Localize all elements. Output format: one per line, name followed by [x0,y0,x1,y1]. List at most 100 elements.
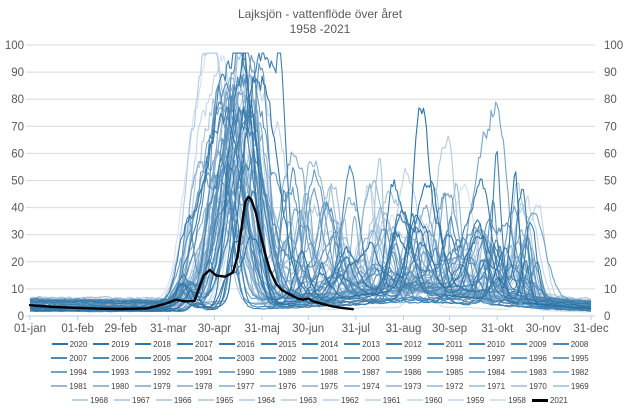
legend-swatch-1996 [511,357,528,359]
legend-label-1995: 1995 [570,353,589,363]
legend-label-1999: 1999 [403,353,422,363]
legend-item-1989: 1989 [260,368,296,377]
legend-label-2016: 2016 [236,339,255,349]
legend-item-1973: 1973 [385,382,421,391]
legend-item-2002: 2002 [260,354,296,363]
x-tick-label: 31-jul [342,323,370,335]
legend-swatch-1985 [427,371,444,373]
legend-item-1991: 1991 [176,368,213,377]
legend-label-2009: 2009 [528,339,547,349]
legend-label-1970: 1970 [529,381,547,391]
legend-label-1974: 1974 [361,381,380,391]
legend-swatch-1971 [469,385,486,387]
legend-item-1985: 1985 [427,368,463,377]
legend-item-1982: 1982 [552,368,589,377]
y-tick-label-left: 30 [11,230,24,242]
y-tick-label-left: 50 [11,176,24,188]
legend-item-1959: 1959 [448,396,484,405]
legend-label-1961: 1961 [382,395,401,405]
legend-item-2021: 2021 [531,395,568,405]
y-tick-label-right: 40 [604,203,617,215]
legend-item-2013: 2013 [344,340,380,349]
legend-swatch-1968 [72,399,89,401]
legend-swatch-2010 [468,343,485,345]
legend-item-2008: 2008 [552,340,588,349]
legend-item-1975: 1975 [302,382,338,391]
y-tick-label-right: 20 [604,257,617,269]
legend-item-1962: 1962 [323,396,359,405]
legend-item-2006: 2006 [93,354,129,363]
y-tick-label-right: 80 [604,94,617,106]
series-line-2014 [29,52,592,304]
x-tick-label: 29-feb [104,323,137,335]
legend-label-1988: 1988 [320,367,338,377]
legend-label-1996: 1996 [529,353,547,363]
x-tick-label: 01-feb [61,323,94,335]
legend-label-2004: 2004 [194,353,213,363]
legend-label-2019: 2019 [111,339,130,349]
legend-item-2018: 2018 [135,340,171,349]
legend-item-1995: 1995 [552,353,589,363]
series-line-2020 [29,171,592,312]
legend-item-1998: 1998 [427,354,463,363]
legend-swatch-1961 [364,399,381,401]
legend-swatch-2003 [218,357,235,359]
legend-swatch-1992 [134,371,151,373]
legend-label-2002: 2002 [278,353,297,363]
chart-title: Lajksjön - vattenflöde över året 1958 -2… [0,7,640,37]
legend-swatch-1993 [93,371,110,373]
legend-swatch-1975 [302,385,319,387]
y-tick-label-right: 60 [604,148,617,160]
legend-label-2001: 2001 [320,353,338,363]
series-line-2013 [29,162,592,310]
legend-item-1979: 1979 [134,381,171,391]
legend-swatch-2002 [260,357,277,359]
legend-swatch-1974 [343,385,360,387]
legend-swatch-1987 [343,371,360,373]
y-tick-label-left: 40 [11,203,24,215]
legend-swatch-2017 [177,343,193,345]
legend-label-1986: 1986 [403,367,422,377]
legend-swatch-2001 [302,357,319,359]
y-tick-label-left: 90 [11,67,24,79]
legend-item-1976: 1976 [260,382,296,391]
legend-item-1999: 1999 [385,353,422,363]
y-tick-label-left: 20 [11,257,24,269]
legend-swatch-2011 [427,343,444,345]
legend-swatch-1962 [323,399,339,401]
x-tick-label: 30-jun [292,323,324,335]
legend-swatch-1970 [511,385,528,387]
legend-item-2005: 2005 [134,354,171,363]
legend-swatch-2021 [531,398,548,402]
legend: 2020 2019 2018 2017 2016 2015 2014 2013 2012 2011… [0,337,640,407]
legend-swatch-1989 [260,371,277,373]
legend-item-1980: 1980 [93,382,129,391]
legend-label-1960: 1960 [424,395,443,405]
legend-item-2019: 2019 [93,340,129,349]
legend-label-1964: 1964 [257,395,276,405]
legend-swatch-1988 [302,371,319,373]
legend-label-1959: 1959 [466,395,485,405]
legend-item-1972: 1972 [427,382,463,391]
legend-label-1966: 1966 [173,395,192,405]
legend-label-1981: 1981 [69,381,88,391]
legend-swatch-1966 [155,399,172,401]
legend-label-1989: 1989 [278,367,297,377]
legend-swatch-1982 [552,371,569,373]
legend-swatch-2009 [510,343,527,345]
legend-swatch-1980 [93,385,110,387]
y-tick-label-right: 50 [604,176,617,188]
legend-item-1958: 1958 [490,396,526,405]
legend-label-2021: 2021 [549,395,568,405]
legend-item-1966: 1966 [155,395,192,405]
legend-label-2006: 2006 [111,353,129,363]
y-tick-label-right: 100 [604,40,623,52]
legend-row-4: 1981 1980 1979 1978 1977 1976 1975 1974 1973 1972… [0,379,640,393]
legend-swatch-1972 [427,385,444,387]
legend-row-3: 1994 1993 1992 1991 1990 1989 1988 1987 1986 1985… [0,365,640,379]
legend-label-1979: 1979 [152,381,171,391]
legend-item-1984: 1984 [469,368,505,377]
legend-swatch-1978 [176,385,193,387]
legend-item-1961: 1961 [364,395,401,405]
